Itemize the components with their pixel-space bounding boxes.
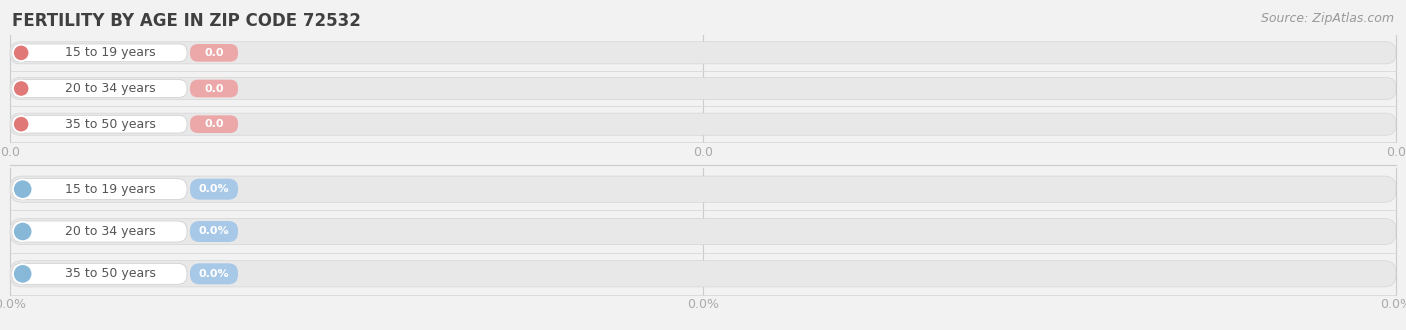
Text: 0.0%: 0.0%	[198, 184, 229, 194]
Text: 0.0: 0.0	[1386, 146, 1406, 158]
Text: 0.0%: 0.0%	[198, 226, 229, 237]
Text: Source: ZipAtlas.com: Source: ZipAtlas.com	[1261, 12, 1393, 25]
FancyBboxPatch shape	[13, 221, 187, 242]
Circle shape	[13, 116, 30, 132]
Text: 35 to 50 years: 35 to 50 years	[65, 267, 156, 280]
FancyBboxPatch shape	[10, 261, 1396, 287]
FancyBboxPatch shape	[190, 221, 238, 242]
FancyBboxPatch shape	[190, 179, 238, 200]
Text: 0.0%: 0.0%	[0, 299, 25, 312]
Text: 0.0: 0.0	[204, 48, 224, 58]
Text: 15 to 19 years: 15 to 19 years	[65, 46, 155, 59]
Text: 0.0%: 0.0%	[688, 299, 718, 312]
Circle shape	[13, 180, 32, 199]
FancyBboxPatch shape	[10, 176, 1396, 202]
Text: 0.0%: 0.0%	[198, 269, 229, 279]
Text: 35 to 50 years: 35 to 50 years	[65, 118, 156, 131]
Circle shape	[13, 264, 32, 283]
FancyBboxPatch shape	[190, 263, 238, 284]
Circle shape	[13, 81, 30, 97]
FancyBboxPatch shape	[10, 218, 1396, 245]
FancyBboxPatch shape	[13, 179, 187, 200]
Text: 0.0%: 0.0%	[1381, 299, 1406, 312]
Text: 0.0: 0.0	[204, 83, 224, 93]
FancyBboxPatch shape	[13, 263, 187, 284]
FancyBboxPatch shape	[13, 44, 187, 62]
FancyBboxPatch shape	[13, 80, 187, 97]
Circle shape	[13, 222, 32, 241]
Text: FERTILITY BY AGE IN ZIP CODE 72532: FERTILITY BY AGE IN ZIP CODE 72532	[13, 12, 361, 30]
FancyBboxPatch shape	[10, 78, 1396, 100]
Circle shape	[13, 45, 30, 61]
FancyBboxPatch shape	[13, 115, 187, 133]
FancyBboxPatch shape	[190, 44, 238, 62]
Text: 20 to 34 years: 20 to 34 years	[65, 225, 155, 238]
Text: 15 to 19 years: 15 to 19 years	[65, 183, 155, 196]
Text: 0.0: 0.0	[693, 146, 713, 158]
FancyBboxPatch shape	[10, 42, 1396, 64]
Text: 0.0: 0.0	[204, 119, 224, 129]
FancyBboxPatch shape	[190, 115, 238, 133]
FancyBboxPatch shape	[10, 113, 1396, 135]
Text: 20 to 34 years: 20 to 34 years	[65, 82, 155, 95]
FancyBboxPatch shape	[190, 80, 238, 97]
Text: 0.0: 0.0	[0, 146, 20, 158]
